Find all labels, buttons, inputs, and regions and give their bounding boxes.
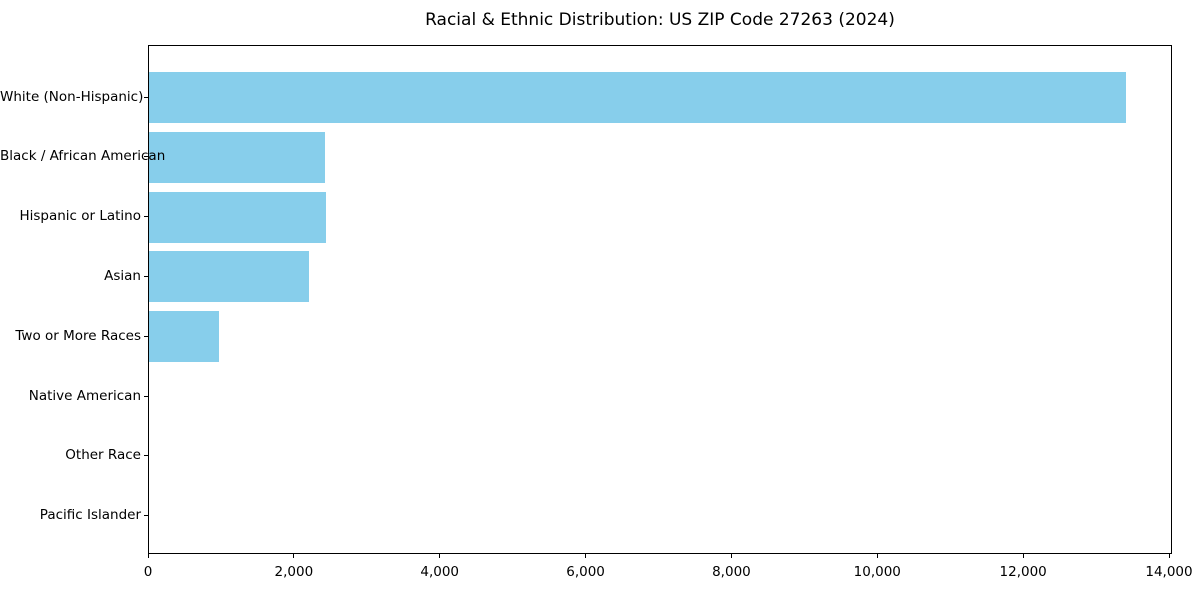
y-tick-mark	[144, 335, 148, 337]
y-tick-label: Pacific Islander	[39, 507, 141, 524]
x-tick-label: 8,000	[712, 564, 751, 580]
plot-area	[148, 45, 1172, 554]
chart-title: Racial & Ethnic Distribution: US ZIP Cod…	[425, 10, 895, 30]
y-tick-label: Black / African American	[0, 148, 166, 165]
x-tick-mark	[1168, 554, 1170, 558]
bar-3	[149, 191, 327, 243]
x-tick-mark	[147, 554, 149, 558]
y-tick-mark	[144, 515, 148, 517]
x-tick-mark	[876, 554, 878, 558]
x-tick-mark	[585, 554, 587, 558]
x-tick-mark	[730, 554, 732, 558]
x-tick-mark	[1022, 554, 1024, 558]
x-tick-label: 12,000	[999, 564, 1047, 580]
y-tick-mark	[144, 156, 148, 158]
bar-4	[149, 251, 310, 303]
x-tick-label: 2,000	[274, 564, 314, 580]
x-tick-label: 6,000	[566, 564, 605, 580]
bar-2	[149, 131, 325, 183]
y-tick-label: Two or More Races	[15, 327, 141, 344]
y-tick-label: Hispanic or Latino	[19, 208, 141, 225]
y-tick-mark	[144, 275, 148, 277]
y-tick-label: White (Non-Hispanic)	[0, 88, 144, 105]
x-tick-label: 10,000	[853, 564, 901, 580]
y-tick-mark	[144, 395, 148, 397]
y-tick-label: Native American	[28, 387, 141, 404]
y-tick-label: Other Race	[65, 447, 141, 464]
y-tick-mark	[144, 216, 148, 218]
x-tick-mark	[439, 554, 441, 558]
y-tick-mark	[144, 96, 148, 98]
y-tick-mark	[144, 455, 148, 457]
x-tick-label: 14,000	[1145, 564, 1193, 580]
x-tick-mark	[293, 554, 295, 558]
bar-1	[149, 72, 1127, 123]
x-tick-label: 0	[143, 564, 153, 580]
y-tick-label: Asian	[104, 267, 141, 284]
x-tick-label: 4,000	[420, 564, 460, 580]
bar-5	[149, 311, 219, 363]
